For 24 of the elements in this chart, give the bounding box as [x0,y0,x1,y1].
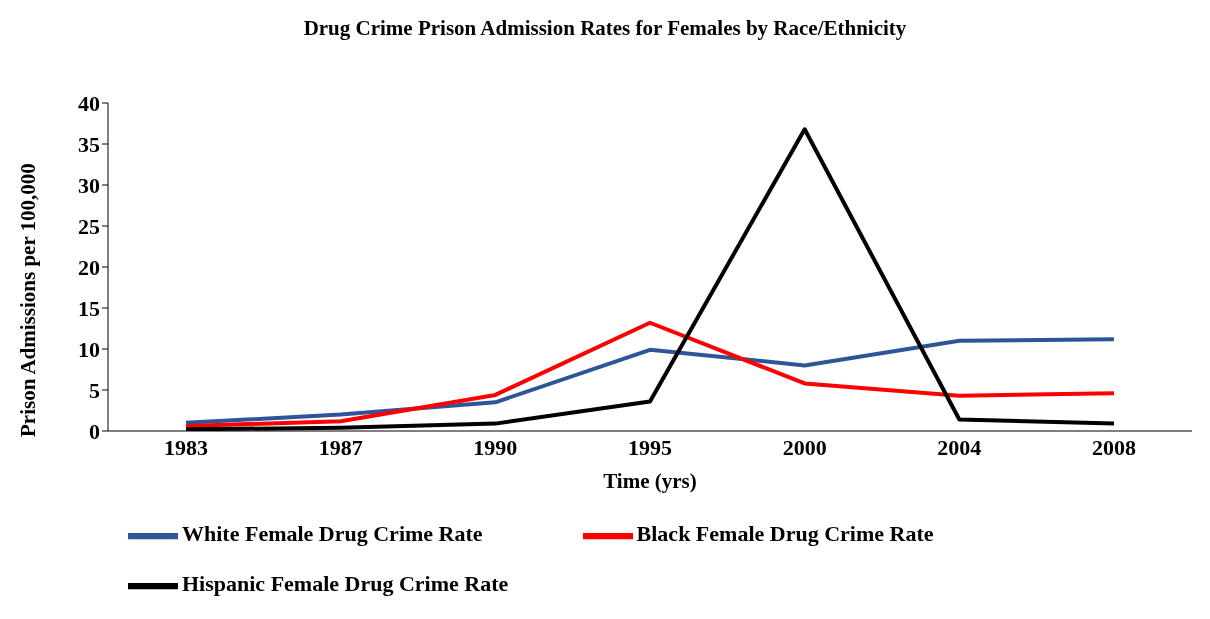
line-series [184,320,1116,429]
y-tick-label: 5 [89,377,100,403]
legend-label: Black Female Drug Crime Rate [636,521,934,547]
chart-title: Drug Crime Prison Admission Rates for Females by Race/Ethnicity [302,16,908,41]
y-tick-label: 30 [78,172,100,198]
line-series [184,337,1116,425]
x-axis-title: Time (yrs) [603,468,697,493]
y-tick-label: 35 [78,131,100,157]
legend-label: Hispanic Female Drug Crime Rate [182,571,509,597]
x-tick-label: 1987 [318,434,363,460]
y-tick-label: 0 [89,418,100,444]
x-tick-label: 2004 [937,434,982,460]
legend-label: White Female Drug Crime Rate [182,521,483,547]
y-tick-label: 15 [78,295,100,321]
x-tick-label: 2000 [782,434,827,460]
y-axis-title: Prison Admissions per 100,000 [16,163,41,437]
y-tick-label: 10 [78,336,100,362]
x-tick-label: 2008 [1092,434,1136,460]
y-tick-label: 20 [78,254,100,280]
x-tick-label: 1983 [164,434,208,460]
x-tick-label: 1995 [628,434,672,460]
x-tick-label: 1990 [473,434,518,460]
y-tick-label: 25 [78,213,100,239]
y-tick-label: 40 [78,90,100,116]
